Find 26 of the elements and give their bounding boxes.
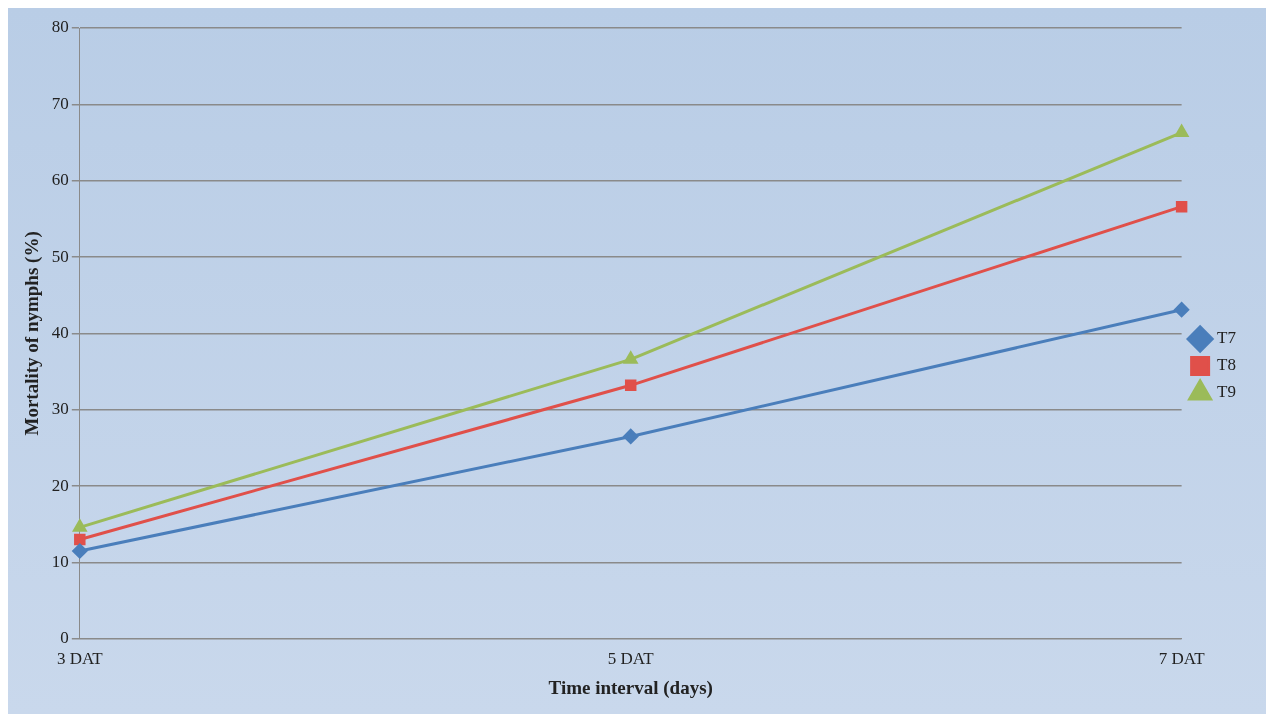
x-tick-label: 5 DAT bbox=[607, 649, 655, 669]
legend-label: T9 bbox=[1217, 382, 1237, 402]
point bbox=[72, 543, 88, 559]
y-tick-label: 50 bbox=[51, 246, 69, 266]
point bbox=[73, 519, 87, 532]
point bbox=[1174, 125, 1189, 138]
legend-label: T7 bbox=[1217, 328, 1237, 348]
legend-label: T8 bbox=[1217, 355, 1237, 375]
x-axis-title: Time interval (days) bbox=[548, 676, 713, 699]
y-axis-title: Mortality of nymphs (%) bbox=[21, 231, 44, 436]
x-tick-label: 3 DAT bbox=[56, 649, 104, 669]
y-tick-label: 0 bbox=[60, 628, 69, 648]
point bbox=[623, 428, 639, 444]
point bbox=[624, 351, 638, 364]
y-tick-label: 70 bbox=[51, 93, 69, 113]
y-tick-label: 40 bbox=[51, 322, 69, 342]
point bbox=[1175, 200, 1188, 213]
y-tick-label: 20 bbox=[51, 475, 69, 495]
point bbox=[74, 533, 86, 546]
y-tick-label: 60 bbox=[51, 170, 69, 190]
x-tick-label: 7 DAT bbox=[1158, 649, 1206, 669]
y-tick-label: 10 bbox=[51, 551, 69, 571]
point bbox=[1174, 302, 1190, 318]
y-tick-label: 30 bbox=[51, 399, 69, 419]
point bbox=[624, 379, 637, 392]
y-tick-label: 80 bbox=[51, 17, 69, 37]
